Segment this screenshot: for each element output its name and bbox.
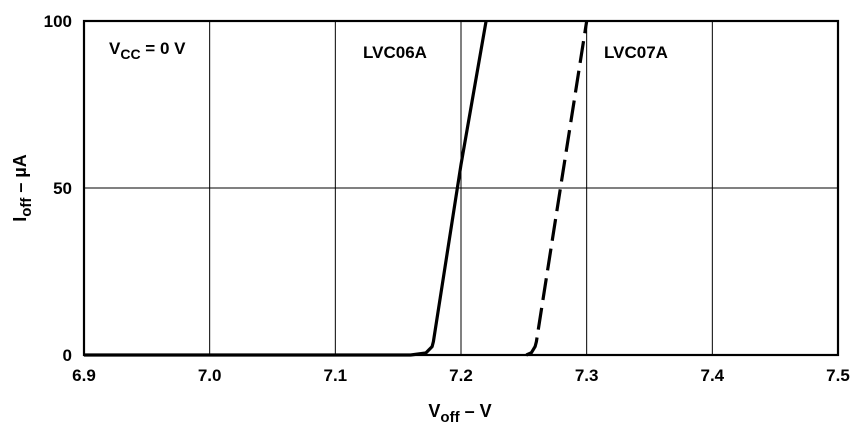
tick-labels: 6.9 7.0 7.1 7.2 7.3 7.4 7.5 0 50 100 (44, 12, 850, 385)
condition-annotation: VCC = 0 V (109, 39, 186, 62)
y-tick-label: 0 (63, 346, 72, 365)
condition-subscript: CC (120, 46, 140, 62)
series-line-lvc07a (525, 20, 589, 357)
y-axis-symbol: I (10, 217, 30, 222)
x-tick-label: 7.3 (575, 366, 599, 385)
condition-value: = 0 V (141, 39, 187, 58)
y-tick-label: 100 (44, 12, 72, 31)
x-tick-label: 7.5 (826, 366, 850, 385)
y-axis-subscript: off (18, 197, 35, 217)
x-tick-label: 7.0 (198, 366, 222, 385)
x-tick-label: 6.9 (72, 366, 96, 385)
x-axis-label: Voff – V (428, 401, 491, 426)
y-tick-label: 50 (53, 179, 72, 198)
x-tick-label: 7.4 (701, 366, 725, 385)
x-axis-unit: – V (460, 401, 492, 421)
x-tick-label: 7.1 (324, 366, 348, 385)
plot-frame (82, 19, 840, 357)
x-tick-label: 7.2 (449, 366, 473, 385)
condition-symbol: V (109, 39, 121, 58)
grid-lines (84, 21, 838, 355)
x-axis-subscript: off (440, 409, 460, 426)
x-axis-symbol: V (428, 401, 440, 421)
y-axis-unit: – µA (10, 154, 30, 197)
series-label-lvc06a: LVC06A (363, 43, 427, 62)
y-axis-label: Ioff – µA (10, 154, 35, 222)
series-label-lvc07a: LVC07A (604, 43, 668, 62)
